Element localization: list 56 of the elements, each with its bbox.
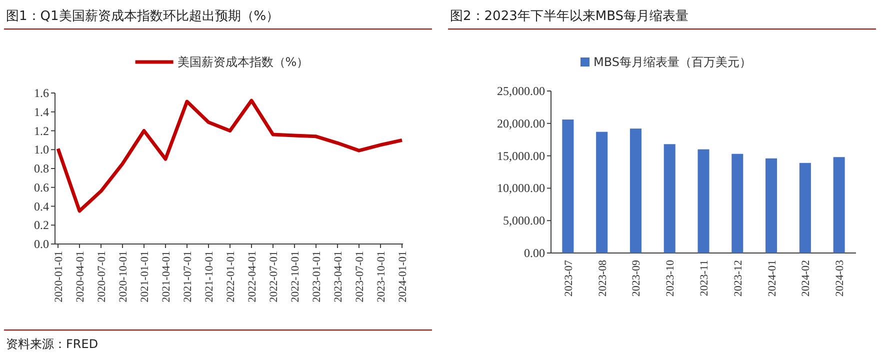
bar — [698, 149, 710, 253]
x-tick-label: 2023-10-01 — [376, 251, 388, 302]
bar — [596, 132, 608, 253]
x-tick-label: 2020-07-01 — [96, 251, 108, 302]
x-tick-label: 2023-07 — [562, 260, 575, 297]
x-tick-label: 2023-01-01 — [311, 251, 323, 302]
bar — [562, 120, 574, 253]
x-tick-label: 2020-10-01 — [118, 251, 130, 302]
bar — [732, 154, 744, 253]
chart-title: 图2：2023年下半年以来MBS每月缩表量 — [450, 9, 689, 24]
bar — [766, 158, 778, 253]
y-tick-label: 15,000.00 — [497, 148, 545, 163]
text: 资料来源：FRED — [6, 337, 98, 351]
y-tick-label: 1.4 — [34, 104, 49, 119]
bar — [833, 157, 845, 253]
y-tick-label: 20,000.00 — [497, 116, 545, 130]
x-tick-label: 2023-11 — [698, 260, 710, 296]
y-tick-label: 1.2 — [34, 124, 49, 138]
x-tick-label: 2021-10-01 — [204, 251, 216, 302]
chart-title: 图1：Q1美国薪资成本指数环比超出预期（%） — [6, 8, 280, 24]
y-tick-label: 25,000.00 — [497, 84, 545, 98]
bar — [630, 128, 642, 253]
x-tick-label: 2023-09 — [630, 260, 643, 297]
y-tick-label: 0.00 — [524, 246, 545, 260]
x-tick-label: 2023-12 — [732, 260, 744, 297]
x-tick-label: 2022-04-01 — [246, 251, 258, 302]
bar — [799, 162, 811, 253]
legend-label: MBS每月缩表量（百万美元） — [594, 55, 752, 69]
y-tick-label: 0.0 — [34, 237, 49, 251]
y-tick-label: 1.0 — [34, 142, 49, 157]
bar — [664, 144, 676, 253]
x-tick-label: 2021-07-01 — [182, 251, 194, 302]
x-tick-label: 2023-04-01 — [332, 251, 344, 302]
x-tick-label: 2021-01-01 — [139, 251, 151, 302]
y-tick-label: 1.6 — [34, 86, 49, 100]
x-tick-label: 2024-01 — [766, 260, 778, 297]
x-tick-label: 2023-08 — [596, 260, 609, 297]
x-tick-label: 2020-04-01 — [74, 251, 86, 302]
x-tick-label: 2023-07-01 — [354, 251, 366, 302]
x-tick-label: 2024-02 — [800, 260, 812, 297]
y-tick-label: 5,000.00 — [503, 214, 545, 228]
y-tick-label: 0.4 — [34, 199, 49, 214]
x-tick-label: 2020-01-01 — [53, 251, 65, 302]
y-tick-label: 0.2 — [34, 218, 49, 232]
y-tick-label: 0.8 — [34, 162, 49, 176]
line-series — [56, 98, 404, 213]
x-tick-label: 2021-04-01 — [160, 251, 172, 302]
legend-label: 美国薪资成本指数（%） — [177, 55, 309, 69]
x-tick-label: 2024-03 — [834, 260, 846, 297]
x-tick-label: 2022-01-01 — [225, 251, 237, 302]
y-tick-label: 10,000.00 — [497, 181, 545, 196]
x-tick-label: 2024-01-01 — [397, 251, 409, 302]
x-tick-label: 2022-10-01 — [290, 251, 302, 302]
x-tick-label: 2022-07-01 — [268, 251, 280, 302]
y-tick-label: 0.6 — [34, 180, 49, 194]
x-tick-label: 2023-10 — [664, 260, 677, 297]
